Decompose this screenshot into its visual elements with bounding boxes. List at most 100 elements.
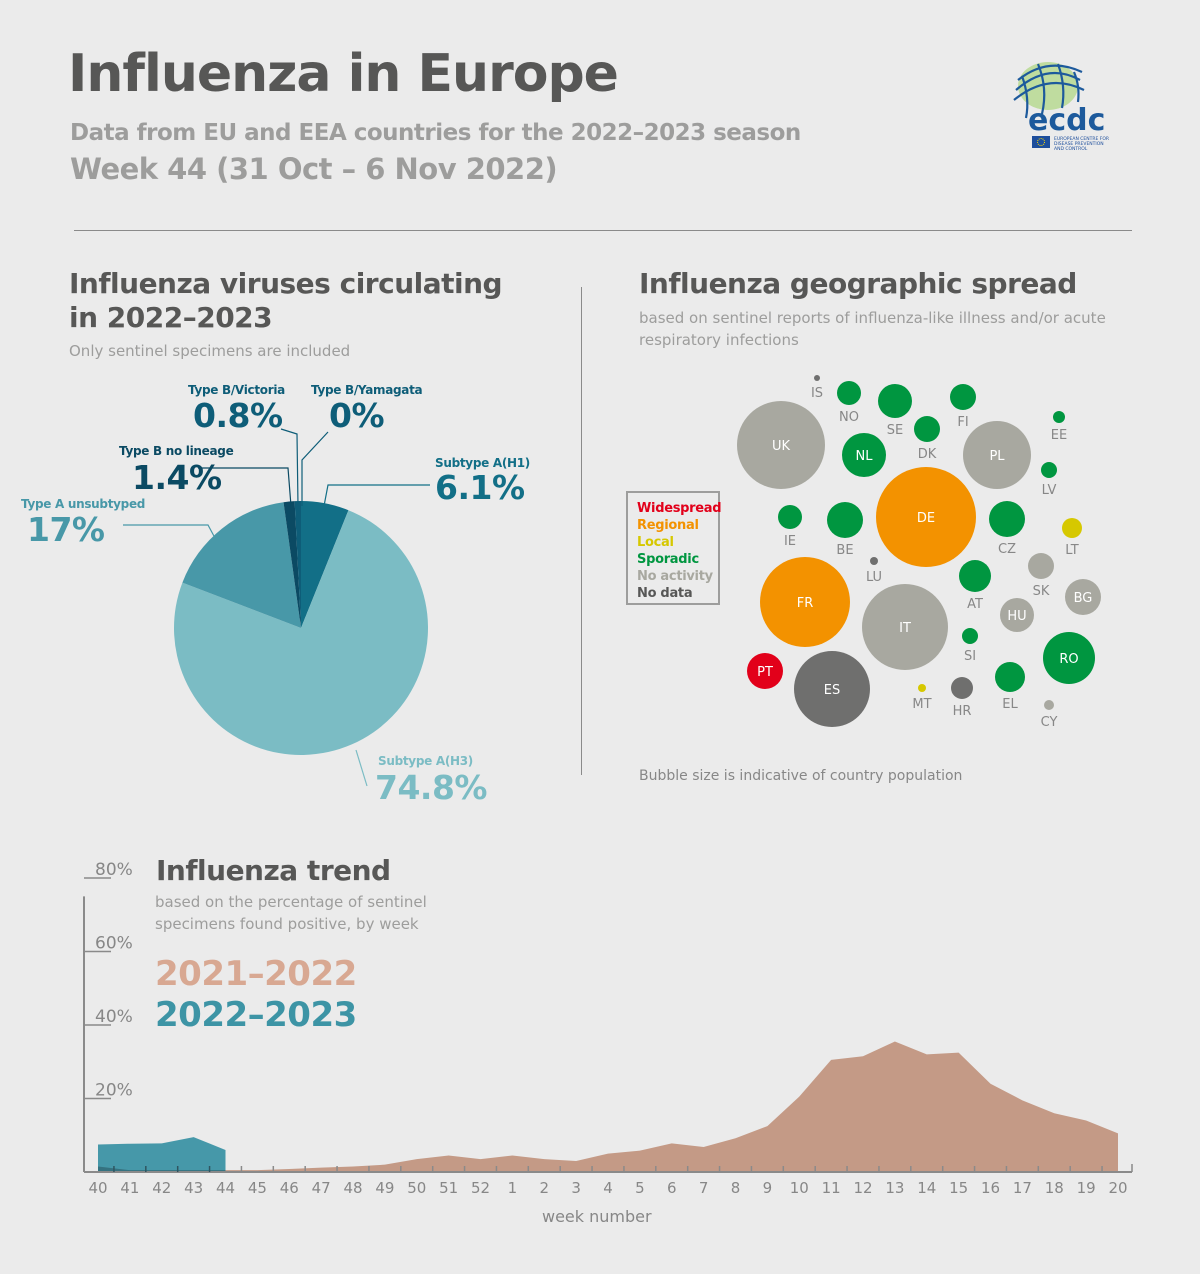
pie-slice (283, 501, 301, 628)
svg-text:DK: DK (918, 447, 937, 462)
svg-text:PT: PT (757, 665, 773, 680)
legend-sporadic: Sporadic (637, 552, 699, 567)
svg-text:NL: NL (856, 449, 874, 464)
bubble-lu: LU (866, 557, 882, 585)
svg-text:EUROPEAN CENTRE FOR: EUROPEAN CENTRE FOR (1054, 136, 1109, 142)
globe-icon: ecdc EUROPEAN CENTRE FOR DISEASE PREVENT… (1013, 62, 1109, 152)
x-tick-label: 13 (885, 1179, 904, 1197)
x-tick-label: 51 (439, 1179, 458, 1197)
spread-subtitle-line2: respiratory infections (639, 331, 799, 349)
svg-text:IS: IS (811, 386, 823, 401)
bubble-it: IT (862, 584, 948, 670)
x-tick-label: 17 (1013, 1179, 1032, 1197)
svg-text:UK: UK (772, 439, 791, 454)
bubble-be: BE (827, 502, 863, 558)
viruses-title-line1: Influenza viruses circulating (69, 267, 503, 300)
x-tick-label: 46 (280, 1179, 299, 1197)
bubble-cy: CY (1041, 700, 1057, 730)
bubble-de: DE (876, 467, 976, 567)
x-tick-label: 42 (152, 1179, 171, 1197)
bubble-se: SE (878, 384, 912, 438)
svg-text:DE: DE (917, 511, 935, 526)
spread-subtitle: based on sentinel reports of influenza-l… (639, 307, 1106, 351)
bubble-el: EL (995, 662, 1025, 712)
x-tick-label: 43 (184, 1179, 203, 1197)
area-2021-2022 (98, 1041, 1118, 1172)
x-axis-label: week number (542, 1207, 652, 1226)
svg-text:SK: SK (1033, 584, 1050, 599)
x-tick-label: 41 (120, 1179, 139, 1197)
bubble-fi: FI (950, 384, 976, 430)
svg-text:BG: BG (1074, 591, 1093, 606)
x-tick-label: 11 (822, 1179, 841, 1197)
pie-label-a-unsubtyped: Type A unsubtyped (21, 497, 146, 511)
x-tick-label: 19 (1077, 1179, 1096, 1197)
x-tick-label: 14 (917, 1179, 936, 1197)
x-tick-label: 8 (731, 1179, 741, 1197)
trend-subtitle-line2: specimens found positive, by week (155, 915, 419, 933)
svg-text:NO: NO (839, 410, 859, 425)
week-label: Week 44 (31 Oct – 6 Nov 2022) (70, 152, 558, 186)
x-tick-label: 47 (312, 1179, 331, 1197)
svg-text:ES: ES (824, 683, 840, 698)
pie-value-b-yamagata: 0% (329, 396, 385, 435)
bubble-no: NO (837, 381, 861, 425)
svg-text:SI: SI (964, 649, 976, 664)
svg-text:IT: IT (899, 621, 911, 636)
trend-subtitle: based on the percentage of sentinel spec… (155, 891, 427, 935)
bubble-hr: HR (951, 677, 973, 719)
trend-title: Influenza trend (156, 854, 391, 887)
svg-text:FR: FR (797, 596, 814, 611)
bubble-chart: IS NO SE FI DK EE UK NL PL LV IE BE DE CZ LT LU SK AT BG FR… (737, 375, 1101, 730)
x-tick-label: 9 (763, 1179, 773, 1197)
legend-local: Local (637, 535, 674, 550)
pie-label-b-victoria: Type B/Victoria (188, 383, 285, 397)
leader-line (123, 524, 216, 539)
svg-text:HU: HU (1007, 609, 1026, 624)
svg-text:DISEASE PREVENTION: DISEASE PREVENTION (1054, 141, 1104, 147)
bubble-si: SI (962, 628, 978, 664)
bubble-hu: HU (1000, 598, 1034, 632)
area-2022-2023 (98, 1137, 226, 1172)
x-tick-label: 1 (508, 1179, 518, 1197)
x-tick-label: 20 (1108, 1179, 1127, 1197)
bubble-ee: EE (1051, 411, 1067, 443)
bubble-note: Bubble size is indicative of country pop… (639, 768, 963, 784)
svg-text:IE: IE (784, 534, 796, 549)
x-tick-label: 50 (407, 1179, 426, 1197)
svg-text:BE: BE (836, 543, 853, 558)
bubble-es: ES (794, 651, 870, 727)
bubble-cz: CZ (989, 501, 1025, 557)
svg-text:LV: LV (1042, 483, 1057, 498)
legend-no-activity: No activity (637, 569, 713, 584)
bubble-at: AT (959, 560, 991, 612)
leader-line (198, 467, 292, 507)
bubble-sk: SK (1028, 553, 1054, 599)
pie-value-a-h3: 74.8% (375, 768, 488, 807)
bubble-lv: LV (1041, 462, 1057, 498)
svg-text:EL: EL (1002, 697, 1018, 712)
pie-value-b-no-lineage: 1.4% (132, 458, 222, 497)
x-tick-label: 49 (375, 1179, 394, 1197)
bubble-nl: NL (842, 433, 886, 477)
bubble-pt: PT (747, 653, 783, 689)
x-tick-label: 45 (248, 1179, 267, 1197)
bubble-bg: BG (1065, 579, 1101, 615)
pie-label-b-yamagata: Type B/Yamagata (311, 383, 423, 397)
x-tick-label: 3 (571, 1179, 581, 1197)
x-tick-label: 4 (603, 1179, 613, 1197)
x-tick-label: 7 (699, 1179, 709, 1197)
legend-2022-2023: 2022–2023 (155, 995, 357, 1035)
x-tick-label: 2 (539, 1179, 549, 1197)
y-tick-label: 60% (95, 934, 133, 954)
spread-legend: Widespread Regional Local Sporadic No ac… (626, 491, 722, 605)
pie-value-a-h1: 6.1% (435, 468, 525, 507)
header-divider (74, 230, 1132, 231)
viruses-title-line2: in 2022–2023 (69, 301, 273, 334)
svg-text:EE: EE (1051, 428, 1067, 443)
pie-slice (174, 510, 429, 755)
trend-subtitle-line1: based on the percentage of sentinel (155, 893, 427, 911)
page-title: Influenza in Europe (68, 44, 619, 104)
svg-text:PL: PL (989, 449, 1005, 464)
bubble-mt: MT (912, 684, 932, 712)
